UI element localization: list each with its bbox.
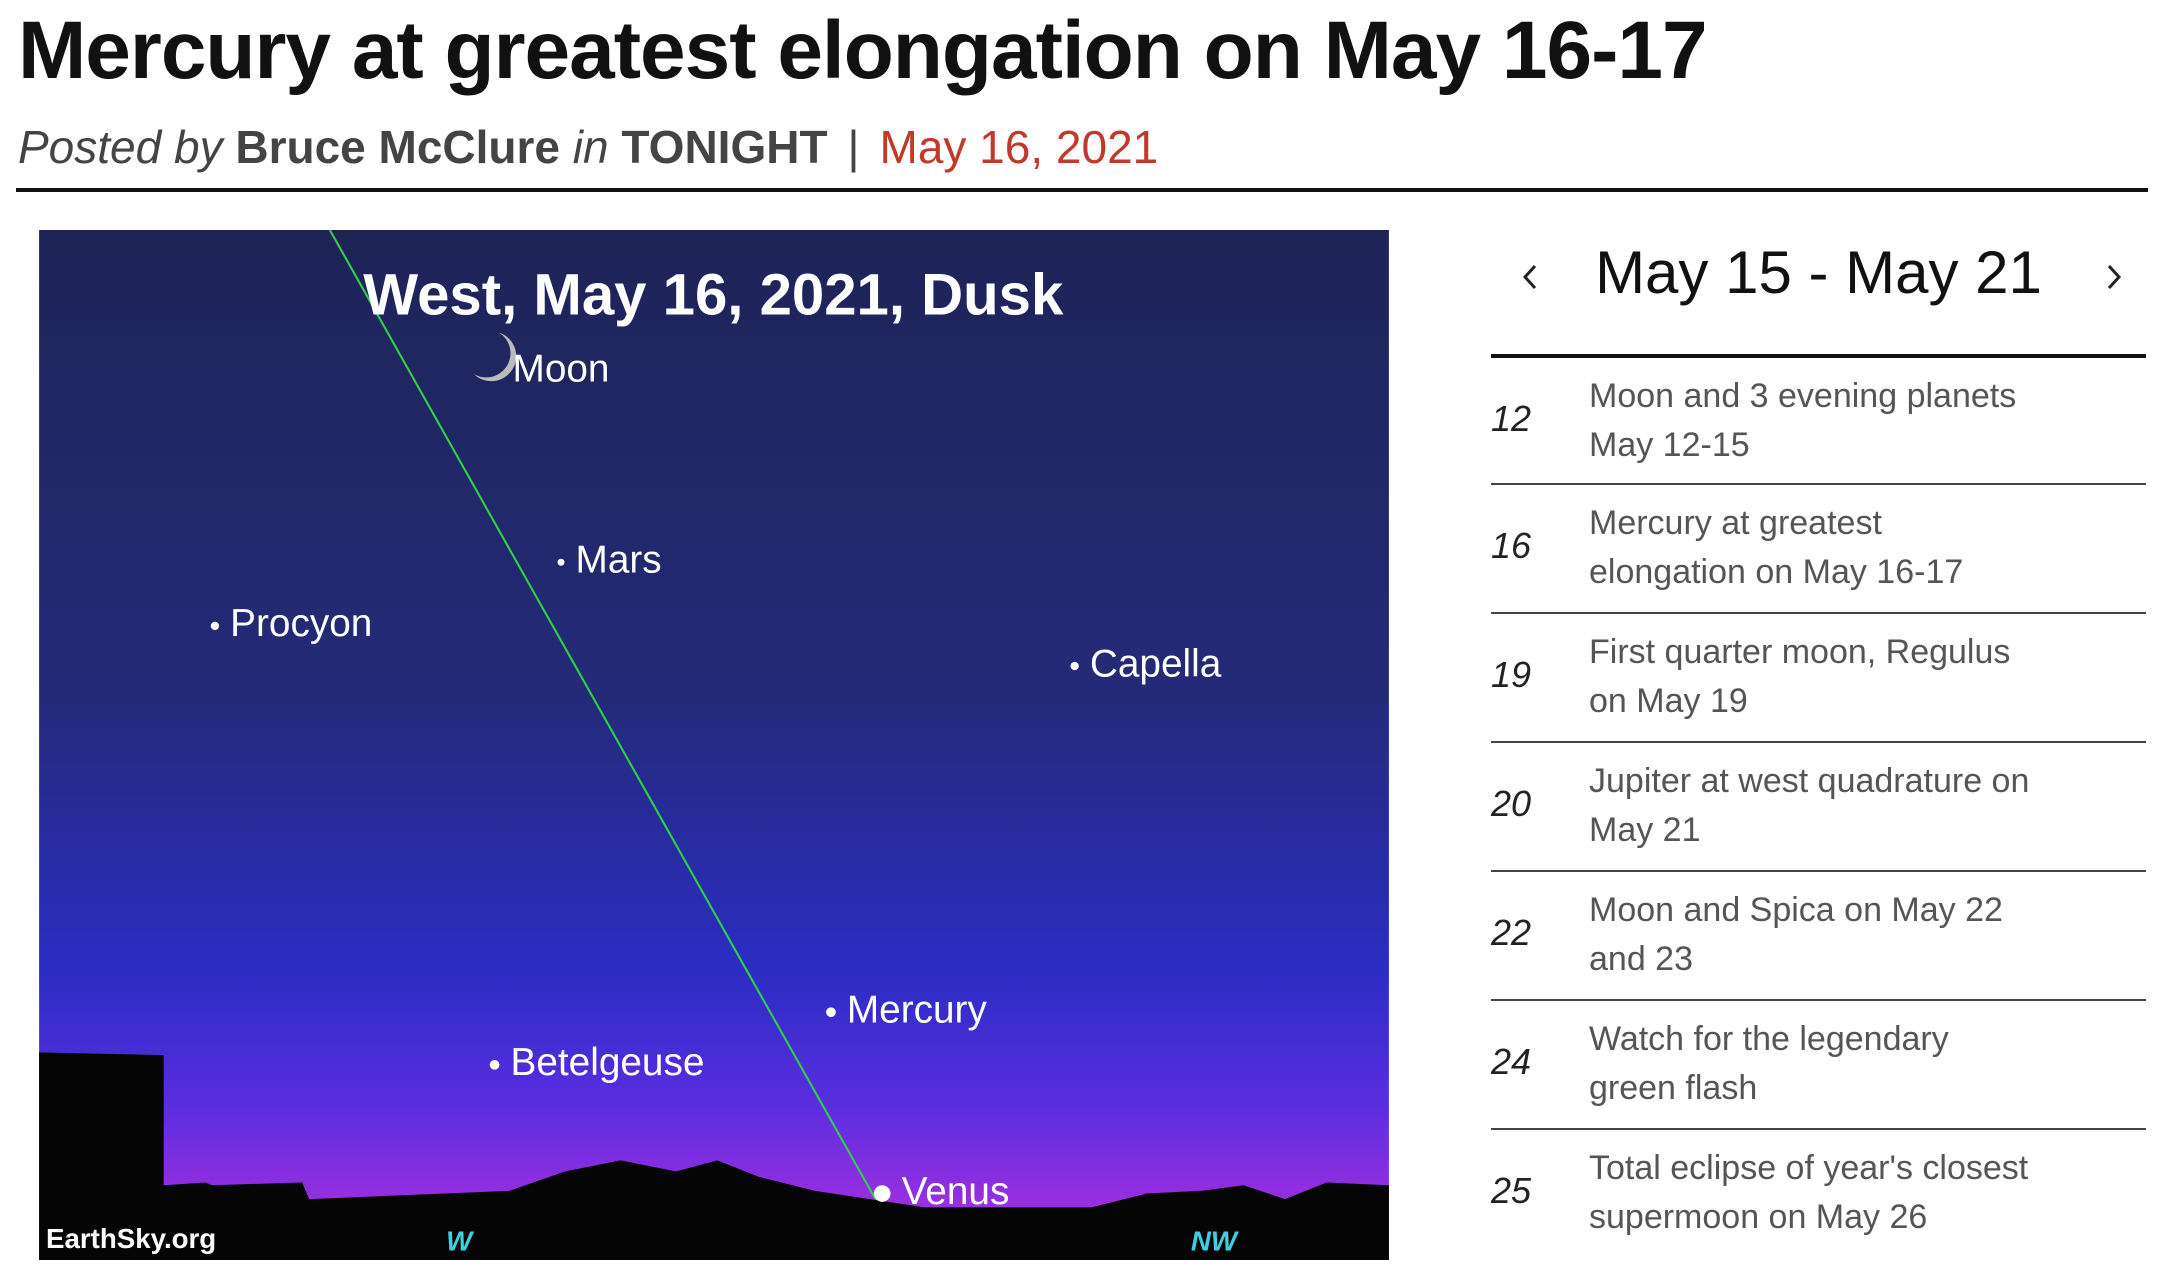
event-title-line[interactable]: Mercury at greatest	[1589, 504, 1882, 542]
in-label: in	[572, 121, 609, 173]
event-title-line[interactable]: Total eclipse of year's closest	[1589, 1149, 2029, 1187]
event-day: 24	[1491, 1041, 1532, 1082]
event-title: Jupiter at west quadrature on May 21	[1589, 757, 2029, 855]
event-day: 16	[1491, 525, 1532, 566]
event-day: 20	[1491, 783, 1532, 824]
event-title: Mercury at greatest elongation on May 16-…	[1589, 499, 1963, 597]
sky-object-dot	[557, 558, 565, 566]
horizon-silhouette	[39, 1052, 1389, 1260]
event-title-line[interactable]: May 21	[1589, 811, 1701, 849]
event-day: 19	[1491, 654, 1532, 695]
event-title-line[interactable]: and 23	[1589, 940, 1693, 978]
divider	[16, 188, 2148, 192]
event-title-line[interactable]: green flash	[1589, 1069, 1758, 1107]
event-day: 22	[1491, 912, 1532, 953]
week-range: May 15 - May 21	[1595, 239, 2042, 306]
event-row[interactable]: 12 Moon and 3 evening planets May 12-15	[1491, 354, 2146, 483]
sky-object-dot	[489, 1059, 500, 1070]
event-day: 25	[1491, 1170, 1532, 1211]
event-row[interactable]: 25 Total eclipse of year's closest supermo…	[1491, 1128, 2146, 1257]
sky-object-label: Procyon	[230, 602, 372, 645]
sky-background	[39, 230, 1389, 1260]
event-title-line[interactable]: Moon and Spica on May 22	[1589, 891, 2003, 929]
event-title: Watch for the legendary green flash	[1589, 1015, 1949, 1113]
event-title: Moon and 3 evening planets May 12-15	[1589, 372, 2016, 470]
event-day: 12	[1491, 398, 1532, 439]
event-title-line[interactable]: Moon and 3 evening planets	[1589, 377, 2017, 415]
sky-object-label: Betelgeuse	[510, 1041, 704, 1084]
date: May 16, 2021	[879, 121, 1159, 173]
event-title: First quarter moon, Regulus on May 19	[1589, 628, 2010, 726]
event-title-line[interactable]: supermoon on May 26	[1589, 1198, 1928, 1236]
author[interactable]: Bruce McClure	[235, 121, 561, 173]
posted-label: Posted by	[18, 121, 223, 173]
event-row[interactable]: 24 Watch for the legendary green flash	[1491, 999, 2146, 1128]
event-title-line[interactable]: Jupiter at west quadrature on	[1589, 762, 2030, 800]
article-title: Mercury at greatest elongation on May 16…	[18, 5, 1708, 96]
sky-object-label: Venus	[902, 1170, 1010, 1213]
event-row[interactable]: 20 Jupiter at west quadrature on May 21	[1491, 741, 2146, 870]
event-title-line[interactable]: Watch for the legendary	[1589, 1020, 1949, 1058]
sky-object-label: Mercury	[847, 988, 988, 1031]
sky-chart: West, May 16, 2021, Dusk EarthSky.org W N…	[39, 230, 1389, 1260]
event-title-line[interactable]: First quarter moon, Regulus	[1589, 633, 2011, 671]
sky-title: West, May 16, 2021, Dusk	[363, 263, 1064, 328]
sky-object-dot	[826, 1007, 836, 1018]
sidebar: May 15 - May 21 12 Moon and 3 evening pla…	[1491, 230, 2146, 1260]
sky-object-label: Mars	[576, 538, 662, 581]
category[interactable]: TONIGHT	[621, 121, 828, 173]
next-week[interactable]	[2099, 252, 2129, 302]
event-row[interactable]: 22 Moon and Spica on May 22 and 23	[1491, 870, 2146, 999]
sky-object-dot	[873, 1185, 891, 1202]
prev-week[interactable]	[1515, 252, 1545, 302]
credit: EarthSky.org	[46, 1223, 216, 1254]
event-row[interactable]: 19 First quarter moon, Regulus on May 19	[1491, 612, 2146, 741]
direction-label: W	[446, 1226, 475, 1257]
sky-object-label: Moon	[513, 347, 610, 390]
ecliptic-line	[328, 230, 888, 1219]
sky-object-dot	[1070, 661, 1079, 671]
separator: |	[847, 121, 860, 173]
event-title: Moon and Spica on May 22 and 23	[1589, 886, 2003, 984]
event-title-line[interactable]: elongation on May 16-17	[1589, 553, 1964, 591]
direction-label: NW	[1191, 1226, 1240, 1257]
event-title-line[interactable]: May 12-15	[1589, 426, 1750, 464]
byline: Posted by Bruce McClure in TONIGHT | May 1…	[18, 120, 1158, 174]
sky-object-label: Capella	[1090, 642, 1222, 685]
event-row[interactable]: 16 Mercury at greatest elongation on May 1…	[1491, 483, 2146, 612]
event-title: Total eclipse of year's closest supermoon…	[1589, 1144, 2028, 1242]
sky-object-dot	[210, 621, 220, 631]
moon-crescent	[473, 332, 517, 382]
event-title-line[interactable]: on May 19	[1589, 682, 1748, 720]
